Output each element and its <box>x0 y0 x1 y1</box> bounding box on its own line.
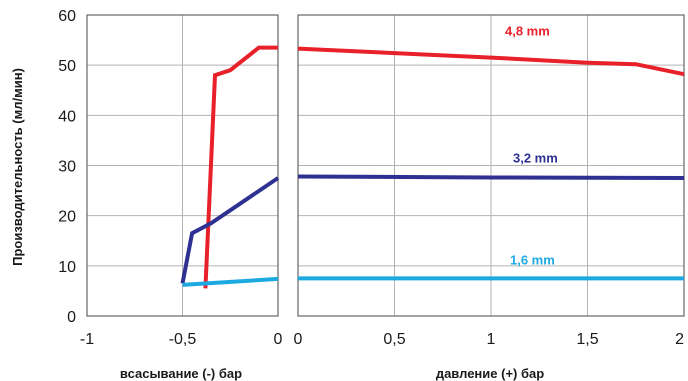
x-tick-labels: -1 -0,5 0 0 0,5 1 1,5 2 <box>80 331 684 348</box>
y-tick-label: 20 <box>58 209 76 226</box>
y-tick-label: 60 <box>58 8 76 25</box>
grid-lines <box>86 14 685 317</box>
series-line-suction-1-6-mm <box>182 276 279 287</box>
x-tick-label: -1 <box>80 331 94 348</box>
y-tick-labels: 0 10 20 30 40 50 60 <box>58 8 76 326</box>
suction-panel-frame <box>86 14 279 317</box>
y-tick-label: 0 <box>67 309 76 326</box>
series-line-suction-4-8-mm <box>203 45 278 289</box>
y-tick-label: 40 <box>58 108 76 125</box>
x-tick-label: 1 <box>487 331 496 348</box>
x-tick-label: 2 <box>675 331 684 348</box>
y-tick-label: 10 <box>58 259 76 276</box>
series-line-pressure-4-8-mm <box>297 46 685 77</box>
pressure-axis-title: давление (+) бар <box>436 366 544 381</box>
series-label: 1,6 mm <box>510 252 555 267</box>
series-labels: 4,8 mm 3,2 mm 1,6 mm <box>505 24 558 268</box>
series-lines <box>180 45 685 289</box>
series-label: 4,8 mm <box>505 24 550 39</box>
x-tick-label: 1,5 <box>576 331 598 348</box>
x-tick-label: 0 <box>274 331 283 348</box>
y-axis-title: Производительность (мл/мин) <box>10 68 25 266</box>
y-tick-label: 50 <box>58 58 76 75</box>
x-tick-label: 0,5 <box>383 331 405 348</box>
x-tick-label: 0 <box>294 331 303 348</box>
x-tick-label: -0,5 <box>169 331 197 348</box>
suction-axis-title: всасывание (-) бар <box>120 366 242 381</box>
y-tick-label: 30 <box>58 159 76 176</box>
pressure-panel-frame <box>297 14 685 317</box>
series-line-pressure-3-2-mm <box>297 174 685 180</box>
series-label: 3,2 mm <box>513 151 558 166</box>
series-line-suction-3-2-mm <box>180 176 280 284</box>
